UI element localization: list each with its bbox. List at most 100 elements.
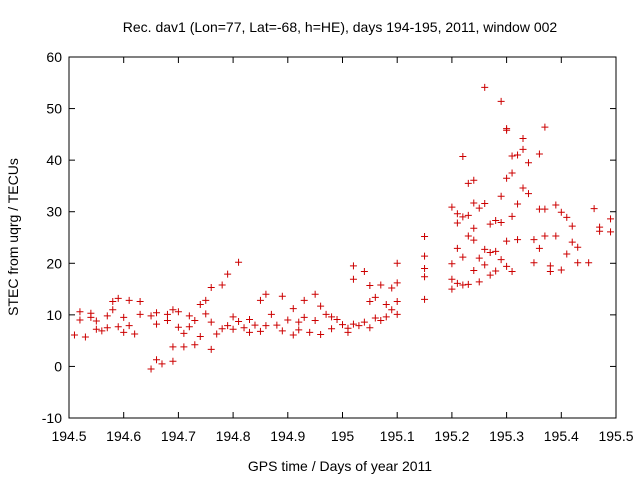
- y-tick-label: 10: [46, 307, 62, 323]
- data-point: [76, 308, 84, 316]
- data-point: [163, 317, 171, 325]
- data-point: [563, 213, 571, 221]
- data-point: [519, 134, 527, 142]
- data-point: [229, 313, 237, 321]
- data-point: [344, 328, 352, 336]
- data-point: [103, 312, 111, 320]
- data-point: [492, 247, 500, 255]
- data-point: [267, 310, 275, 318]
- data-point: [377, 317, 385, 325]
- y-tick-label: -10: [42, 410, 62, 426]
- data-point: [530, 259, 538, 267]
- x-axis-label: GPS time / Days of year 2011: [248, 458, 432, 474]
- data-point: [349, 275, 357, 283]
- y-tick-label: 50: [46, 101, 62, 117]
- data-point: [448, 260, 456, 268]
- data-point: [470, 199, 478, 207]
- data-point: [596, 227, 604, 235]
- data-point: [503, 126, 511, 134]
- data-point: [464, 280, 472, 288]
- data-point: [492, 216, 500, 224]
- data-point: [585, 259, 593, 267]
- y-tick-label: 0: [54, 358, 62, 374]
- data-point: [541, 205, 549, 213]
- data-point: [256, 327, 264, 335]
- data-point: [317, 330, 325, 338]
- data-point: [470, 176, 478, 184]
- data-point: [256, 296, 264, 304]
- data-point: [382, 301, 390, 309]
- data-point: [459, 281, 467, 289]
- data-point: [120, 313, 128, 321]
- data-point: [278, 292, 286, 300]
- x-tick-label: 194.9: [270, 428, 305, 444]
- data-point: [235, 318, 243, 326]
- data-point: [328, 325, 336, 333]
- data-point: [514, 200, 522, 208]
- x-tick-label: 194.6: [106, 428, 141, 444]
- data-point: [147, 365, 155, 373]
- data-point: [218, 325, 226, 333]
- data-point: [109, 306, 117, 314]
- data-point: [284, 316, 292, 324]
- data-point: [125, 296, 133, 304]
- data-point: [87, 309, 95, 317]
- data-point: [453, 244, 461, 252]
- data-point: [185, 323, 193, 331]
- data-point: [524, 159, 532, 167]
- data-point: [366, 297, 374, 305]
- data-point: [464, 179, 472, 187]
- data-point: [328, 313, 336, 321]
- x-tick-label: 194.5: [51, 428, 86, 444]
- data-point: [180, 343, 188, 351]
- data-point: [229, 325, 237, 333]
- data-point: [497, 192, 505, 200]
- x-tick-label: 195.3: [489, 428, 524, 444]
- data-point: [196, 301, 204, 309]
- data-point: [180, 329, 188, 337]
- data-point: [246, 315, 254, 323]
- data-point: [92, 317, 100, 325]
- data-point: [508, 169, 516, 177]
- data-point: [207, 318, 215, 326]
- data-point: [196, 333, 204, 341]
- data-point: [153, 356, 161, 364]
- data-point: [262, 290, 270, 298]
- data-point: [169, 343, 177, 351]
- data-point: [191, 317, 199, 325]
- y-tick-label: 60: [46, 49, 62, 65]
- data-point: [218, 281, 226, 289]
- data-point: [552, 201, 560, 209]
- data-point: [453, 219, 461, 227]
- data-point: [470, 236, 478, 244]
- data-point: [191, 341, 199, 349]
- data-point: [300, 313, 308, 321]
- data-point: [535, 244, 543, 252]
- data-point: [366, 324, 374, 332]
- data-point: [207, 284, 215, 292]
- data-point: [153, 320, 161, 328]
- data-point: [349, 320, 357, 328]
- data-point: [207, 345, 215, 353]
- data-point: [317, 302, 325, 310]
- data-point: [470, 224, 478, 232]
- x-tick-label: 194.7: [161, 428, 196, 444]
- data-point: [530, 236, 538, 244]
- data-point: [131, 330, 139, 338]
- data-point: [524, 190, 532, 198]
- data-point: [213, 330, 221, 338]
- data-point: [508, 152, 516, 160]
- data-point: [98, 327, 106, 335]
- data-point: [278, 327, 286, 335]
- data-point: [355, 322, 363, 330]
- data-point: [295, 326, 303, 334]
- data-point: [470, 267, 478, 275]
- data-point: [300, 296, 308, 304]
- data-point: [246, 328, 254, 336]
- data-points: [70, 83, 615, 373]
- data-point: [311, 317, 319, 325]
- data-point: [421, 264, 429, 272]
- data-point: [514, 236, 522, 244]
- data-point: [393, 310, 401, 318]
